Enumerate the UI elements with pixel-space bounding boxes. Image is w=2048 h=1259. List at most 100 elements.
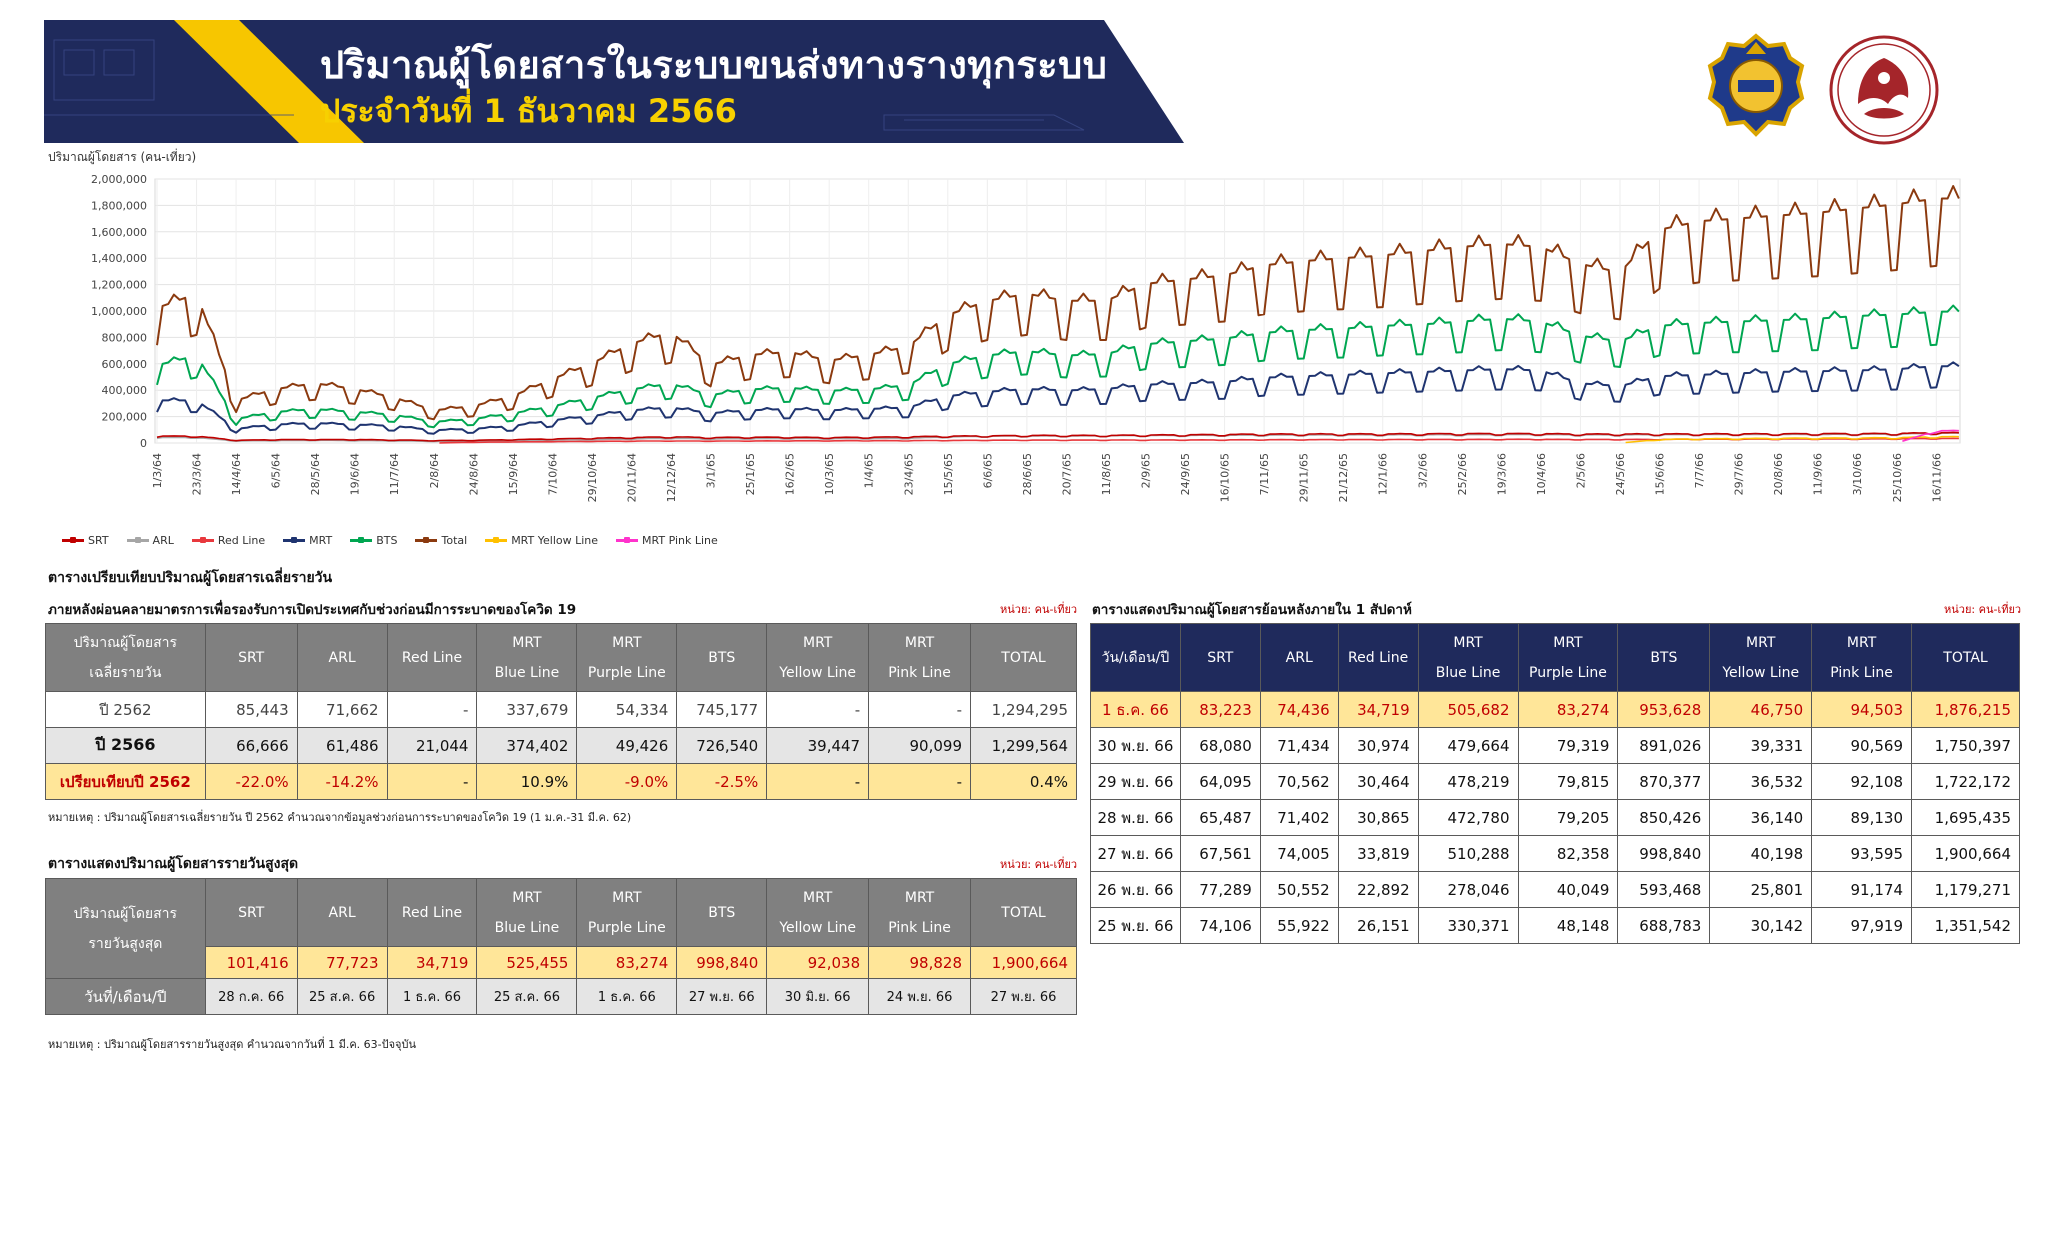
table-cell: 94,503 [1811, 691, 1913, 728]
table-cell: 36,140 [1709, 799, 1813, 836]
x-tick-label: 24/9/65 [1179, 453, 1192, 495]
row-label: 29 พ.ย. 66 [1090, 763, 1181, 800]
y-tick-label: 0 [140, 437, 147, 450]
x-tick-label: 6/6/65 [981, 453, 994, 488]
x-tick-label: 20/11/64 [625, 453, 638, 502]
table-cell: 34,719 [1337, 691, 1419, 728]
table-cell: 1,900,664 [1911, 835, 2020, 872]
column-header: TOTAL [1911, 623, 2020, 692]
x-tick-label: 11/9/66 [1812, 453, 1825, 495]
legend-label: MRT Pink Line [642, 533, 718, 547]
header-row: ปริมาณผู้โดยสาร รายวันสูงสุด SRT ARL Red Lin… [45, 878, 1077, 979]
table-cell: 30,464 [1337, 763, 1419, 800]
column-header: TOTAL [970, 878, 1077, 947]
compare-table: ปริมาณผู้โดยสาร เฉลี่ยรายวัน SRT ARL Red Lin… [45, 623, 1077, 800]
table-cell: 34,719 [386, 946, 478, 979]
column-header: SRT [204, 623, 298, 692]
table-cell: 870,377 [1617, 763, 1711, 800]
y-tick-label: 800,000 [102, 331, 148, 344]
max-table-note: หมายเหตุ : ปริมาณผู้โดยสารรายวันสูงสุด ค… [48, 1038, 417, 1051]
table-cell: -2.5% [676, 763, 768, 800]
x-tick-label: 12/1/66 [1377, 453, 1390, 495]
table-cell: - [766, 763, 870, 800]
legend-swatch [126, 536, 149, 543]
column-header: MRT Blue Line [476, 878, 578, 947]
table-cell: 337,679 [476, 691, 578, 728]
legend-swatch [616, 536, 639, 543]
table-cell: 10.9% [476, 763, 578, 800]
table-cell: 50,552 [1259, 871, 1339, 908]
legend-item-bts: BTS [350, 534, 397, 547]
table-row: วันที่/เดือน/ปี 28 ก.ค. 66 25 ส.ค. 66 1 ธ.ค… [45, 978, 1077, 1015]
table-cell: 77,289 [1179, 871, 1261, 908]
x-tick-label: 28/6/65 [1021, 453, 1034, 495]
column-header: MRT Purple Line [576, 878, 678, 947]
x-tick-label: 14/4/64 [230, 453, 243, 495]
table-cell: 79,205 [1517, 799, 1619, 836]
x-tick-label: 16/11/66 [1930, 453, 1943, 502]
table-row: 1 ธ.ค. 66 83,223 74,436 34,719 505,682 83,274… [1090, 691, 2020, 728]
table-row: 29 พ.ย. 66 64,095 70,562 30,464 478,219 79,81… [1090, 763, 2020, 800]
column-header: MRT Yellow Line [766, 878, 870, 947]
table-cell: 478,219 [1417, 763, 1519, 800]
x-tick-label: 11/7/64 [388, 453, 401, 495]
table-cell: 79,319 [1517, 727, 1619, 764]
legend-label: ARL [152, 533, 174, 547]
table-row: 26 พ.ย. 66 77,289 50,552 22,892 278,046 40,04… [1090, 871, 2020, 908]
x-tick-label: 3/1/65 [705, 453, 718, 488]
legend-label: BTS [376, 533, 398, 547]
table-cell: 54,334 [576, 691, 678, 728]
x-tick-label: 2/5/66 [1574, 453, 1587, 488]
table-cell: 1,695,435 [1911, 799, 2020, 836]
legend-label: MRT [309, 533, 333, 547]
table-cell: 510,288 [1417, 835, 1519, 872]
max-table-heading: ตารางแสดงปริมาณผู้โดยสารรายวันสูงสุด [48, 856, 299, 872]
table-cell: 25 ส.ค. 66 [476, 978, 578, 1015]
x-tick-label: 25/1/65 [744, 453, 757, 495]
column-header: MRT Yellow Line [1709, 623, 1813, 692]
column-header: TOTAL [970, 623, 1077, 692]
y-tick-label: 1,000,000 [91, 305, 147, 318]
x-tick-label: 20/8/66 [1772, 453, 1785, 495]
table-cell: 726,540 [676, 727, 768, 764]
x-tick-label: 15/9/64 [507, 453, 520, 495]
table-row: ปี 2562 85,443 71,662-337,679 54,334 745,177… [45, 691, 1077, 728]
column-header: SRT [204, 878, 298, 947]
legend-item-mrt-yellow-line: MRT Yellow Line [485, 534, 598, 547]
x-tick-label: 29/10/64 [586, 453, 599, 502]
table-cell: 1,299,564 [970, 727, 1077, 764]
header-corner: ปริมาณผู้โดยสาร เฉลี่ยรายวัน [45, 623, 206, 692]
series-line-mrt-pink-line [1902, 429, 1959, 442]
x-tick-label: 23/4/65 [902, 453, 915, 495]
column-header: BTS [676, 878, 768, 947]
row-label: 25 พ.ย. 66 [1090, 907, 1181, 944]
table-cell: 374,402 [476, 727, 578, 764]
table-cell: - [386, 691, 478, 728]
table-cell: 27 พ.ย. 66 [676, 978, 768, 1015]
chart-y-axis-title: ปริมาณผู้โดยสาร (คน-เที่ยว) [48, 150, 197, 164]
table-cell: 40,198 [1709, 835, 1813, 872]
legend-label: MRT Yellow Line [511, 533, 599, 547]
table-cell: 26,151 [1337, 907, 1419, 944]
legend-swatch [350, 536, 373, 543]
x-tick-label: 28/5/64 [309, 453, 322, 495]
table-cell: 472,780 [1417, 799, 1519, 836]
legend-label: SRT [88, 533, 109, 547]
legend-swatch [62, 536, 84, 543]
x-tick-label: 15/6/66 [1654, 453, 1667, 495]
column-header: Red Line [1337, 623, 1419, 692]
header-row: วัน/เดือน/ปี SRT ARL Red Line MRT Blue Line MR… [1090, 623, 2020, 692]
column-header: MRT Purple Line [576, 623, 678, 692]
x-tick-label: 3/2/66 [1416, 453, 1429, 488]
series-line-srt [156, 431, 1959, 442]
x-tick-label: 10/4/66 [1535, 453, 1548, 495]
table-cell: 850,426 [1617, 799, 1711, 836]
header-corner: ปริมาณผู้โดยสาร รายวันสูงสุด [45, 878, 206, 979]
table-cell: 65,487 [1179, 799, 1261, 836]
table-cell: 49,426 [576, 727, 678, 764]
table-cell: 33,819 [1337, 835, 1419, 872]
legend-item-arl: ARL [126, 533, 174, 547]
x-tick-label: 19/6/64 [349, 453, 362, 495]
chart-legend: SRT ARL Red Line MRT BTS Total MRT Yellow Line… [62, 531, 718, 549]
table-cell: 89,130 [1811, 799, 1913, 836]
